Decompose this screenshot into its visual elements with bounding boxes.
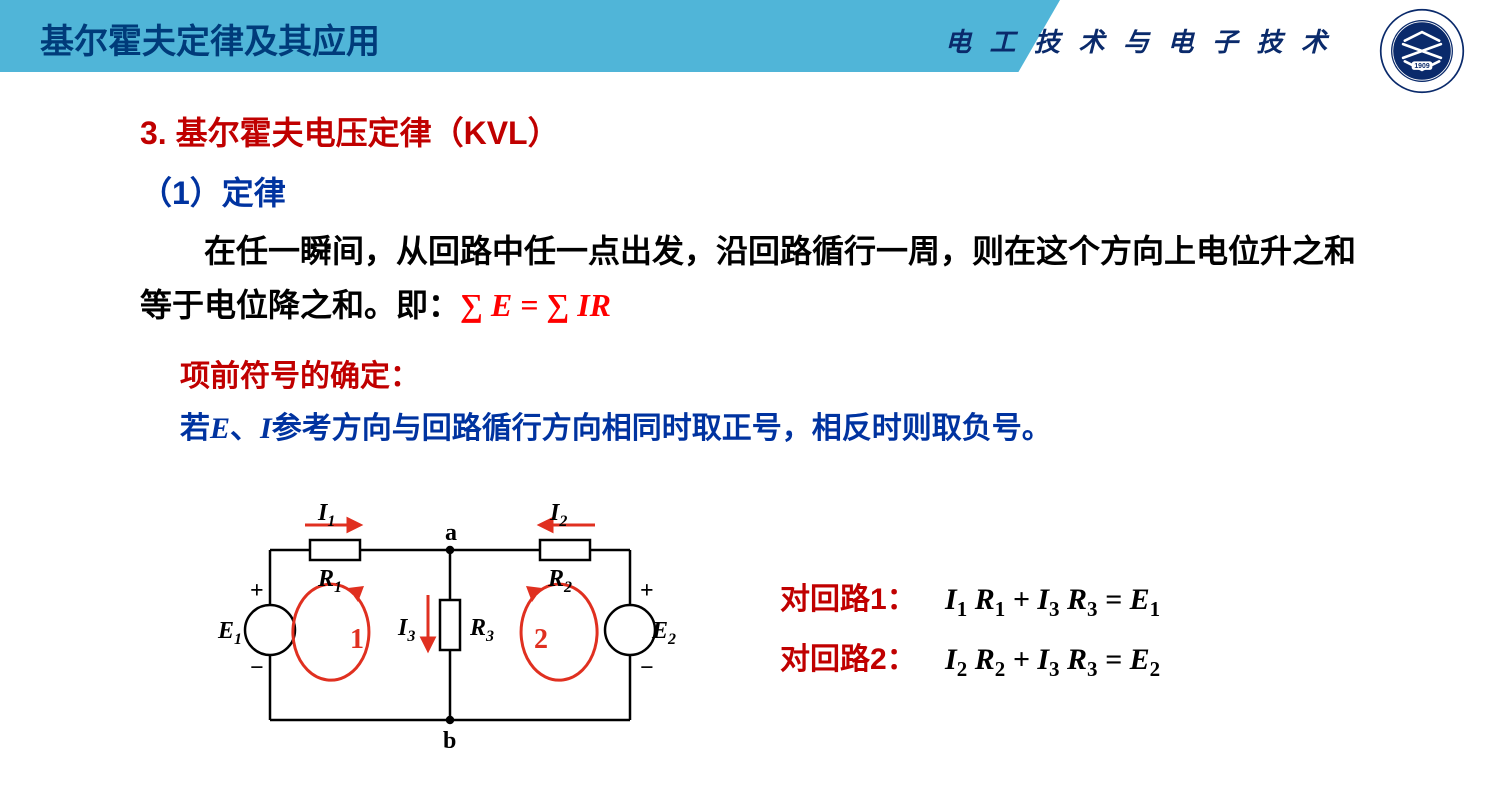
rule-i: I	[260, 412, 272, 445]
slide-header: 基尔霍夫定律及其应用 电 工 技 术 与 电 子 技 术 1909	[0, 0, 1493, 90]
r2-label: R2	[547, 566, 572, 596]
slide: 基尔霍夫定律及其应用 电 工 技 术 与 电 子 技 术 1909 3. 基尔霍…	[0, 0, 1493, 791]
eq1-label: 对回路1：	[780, 583, 917, 616]
kvl-equation: ∑ E = ∑ IR	[460, 287, 611, 323]
rule-pre: 若	[180, 412, 210, 445]
e1-plus: +	[250, 578, 264, 604]
i1-label: I1	[317, 500, 335, 530]
loop-equations: 对回路1： I1 R1 + I3 R3 = E1 对回路2： I2 R2 + I…	[780, 570, 1160, 690]
r1-label: R1	[317, 566, 342, 596]
eq2-math: I2 R2 + I3 R3 = E2	[945, 643, 1160, 676]
i2-label: I2	[549, 500, 567, 530]
rule-sep: 、	[230, 412, 260, 445]
i3-arrowhead	[422, 638, 434, 650]
r3-label: R3	[469, 615, 494, 645]
node-a-label: a	[445, 520, 457, 546]
resistor-r1	[310, 540, 360, 560]
sign-convention-title: 项前符号的确定：	[180, 351, 1360, 395]
e2-plus: +	[640, 578, 654, 604]
eq1-math: I1 R1 + I3 R3 = E1	[945, 583, 1160, 616]
eq2-label: 对回路2：	[780, 643, 917, 676]
source-e2	[605, 605, 655, 655]
resistor-r2	[540, 540, 590, 560]
node-b-dot	[447, 717, 453, 723]
header-title: 基尔霍夫定律及其应用	[40, 14, 380, 63]
e2-label: E2	[651, 618, 676, 648]
resistor-r3	[440, 600, 460, 650]
e2-minus: −	[640, 655, 654, 681]
loop2-number: 2	[534, 624, 548, 655]
svg-text:1909: 1909	[1414, 63, 1429, 70]
i1-arrowhead	[348, 519, 360, 531]
header-subtitle: 电 工 技 术 与 电 子 技 术	[945, 22, 1333, 59]
law-text: 在任一瞬间，从回路中任一点出发，沿回路循行一周，则在这个方向上电位升之和等于电位…	[140, 233, 1356, 323]
content-area: 3. 基尔霍夫电压定律（KVL） （1）定律 在任一瞬间，从回路中任一点出发，沿…	[140, 108, 1360, 447]
rule-e: E	[210, 412, 230, 445]
node-a-dot	[447, 547, 453, 553]
e1-minus: −	[250, 655, 264, 681]
circuit-diagram: I1 I2 I3 R1 R2 R3 E1 E2 a b + − + − 1 2	[210, 490, 690, 760]
lower-area: I1 I2 I3 R1 R2 R3 E1 E2 a b + − + − 1 2	[140, 490, 1360, 770]
i3-label: I3	[397, 615, 415, 645]
sign-convention-rule: 若E、I参考方向与回路循行方向相同时取正号，相反时则取负号。	[180, 403, 1360, 447]
loop2-arrowhead	[526, 586, 542, 602]
e1-label: E1	[217, 618, 242, 648]
section-heading: 3. 基尔霍夫电压定律（KVL）	[140, 108, 1360, 154]
loop1-arrowhead	[348, 586, 364, 602]
section-subheading: （1）定律	[140, 168, 1360, 214]
rule-post: 参考方向与回路循行方向相同时取正号，相反时则取负号。	[272, 412, 1052, 445]
law-statement: 在任一瞬间，从回路中任一点出发，沿回路循行一周，则在这个方向上电位升之和等于电位…	[140, 224, 1360, 333]
node-b-label: b	[443, 728, 456, 754]
equation-loop1: 对回路1： I1 R1 + I3 R3 = E1	[780, 570, 1160, 630]
university-logo-icon: 1909	[1379, 8, 1465, 94]
source-e1	[245, 605, 295, 655]
equation-loop2: 对回路2： I2 R2 + I3 R3 = E2	[780, 630, 1160, 690]
loop1-number: 1	[350, 624, 364, 655]
